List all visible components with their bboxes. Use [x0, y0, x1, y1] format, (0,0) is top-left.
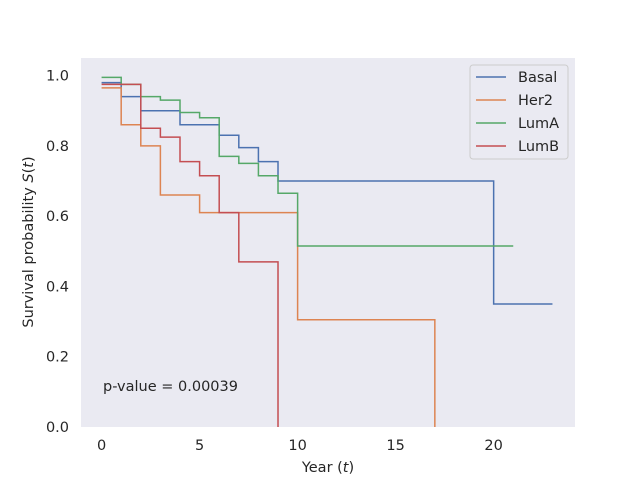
x-tick-label: 0 [97, 438, 106, 454]
y-tick-label: 0.0 [46, 420, 69, 436]
legend-label-her2: Her2 [518, 93, 553, 109]
y-tick-label: 0.6 [46, 209, 69, 225]
x-tick-label: 15 [386, 438, 404, 454]
series-line-basal [101, 81, 553, 305]
series-line-lumb [101, 83, 279, 427]
legend-label-basal: Basal [518, 70, 557, 86]
x-ticks: 0 5 10 15 20 [97, 438, 503, 454]
y-tick-label: 0.4 [46, 279, 69, 295]
legend-label-lumb: LumB [518, 139, 559, 155]
series-layer [101, 76, 553, 427]
x-tick-label: 5 [195, 438, 204, 454]
y-tick-label: 0.2 [46, 350, 69, 366]
legend: Basal Her2 LumA LumB [469, 64, 569, 160]
legend-label-luma: LumA [518, 116, 559, 132]
y-tick-label: 0.8 [46, 139, 69, 155]
x-tick-label: 20 [484, 438, 502, 454]
series-line-her2 [101, 87, 436, 427]
legend-items: Basal Her2 LumA LumB [476, 70, 559, 155]
y-axis-label: Survival probability S(t) [21, 156, 37, 327]
x-axis-label: Year (t) [301, 460, 354, 476]
y-tick-label: 1.0 [46, 69, 69, 85]
y-ticks: 0.0 0.2 0.4 0.6 0.8 1.0 [46, 69, 69, 436]
legend-box [469, 64, 569, 160]
annotation-pvalue: p-value = 0.00039 [103, 379, 238, 395]
x-tick-label: 10 [288, 438, 306, 454]
